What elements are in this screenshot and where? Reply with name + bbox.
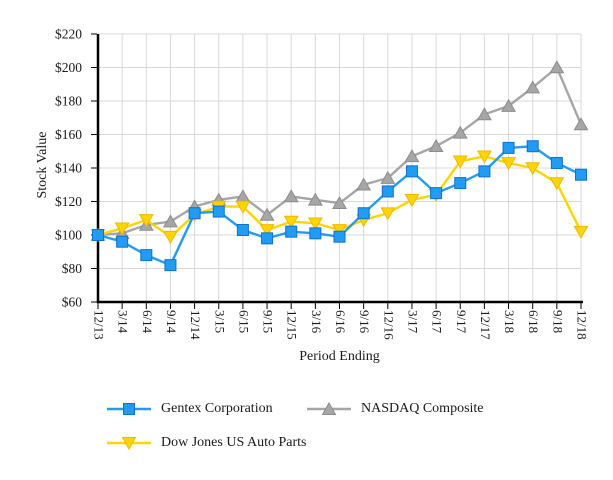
marker-gentex-corporation [381, 185, 394, 198]
marker-dow-jones-us-auto-parts [283, 215, 299, 229]
marker-nasdaq-composite [356, 177, 372, 191]
marker-gentex-corporation [285, 225, 298, 238]
marker-gentex-corporation [92, 229, 104, 241]
legend-item-gentex: Gentex Corporation [106, 400, 273, 418]
marker-nasdaq-composite [332, 195, 347, 209]
marker-gentex-corporation [405, 165, 418, 178]
x-tick-label: 3/16 [309, 310, 324, 334]
marker-gentex-corporation [575, 168, 587, 181]
marker-dow-jones-us-auto-parts [573, 225, 589, 239]
marker-nasdaq-composite [525, 80, 541, 94]
square-marker-icon [123, 403, 135, 415]
legend-item-dow-jones-auto-parts: Dow Jones US Auto Parts [106, 434, 306, 452]
x-tick-label: 9/14 [164, 310, 179, 334]
x-tick-label: 9/15 [261, 310, 276, 333]
legend-label-gentex: Gentex Corporation [161, 401, 273, 416]
y-axis-title: Stock Value [35, 131, 50, 199]
marker-nasdaq-composite [452, 125, 468, 139]
marker-dow-jones-us-auto-parts [332, 224, 347, 238]
x-tick-label: 6/14 [140, 310, 155, 334]
y-tick-label: $140 [55, 161, 82, 176]
legend-swatch-gentex-icon [107, 403, 151, 415]
marker-dow-jones-us-auto-parts [114, 222, 130, 236]
marker-nasdaq-composite [573, 117, 589, 131]
marker-nasdaq-composite [501, 98, 517, 112]
marker-gentex-corporation [526, 140, 539, 153]
marker-nasdaq-composite [307, 192, 323, 206]
x-tick-label: 12/18 [575, 310, 590, 340]
marker-nasdaq-composite [549, 60, 565, 74]
marker-gentex-corporation [478, 165, 491, 178]
y-tick-label: $160 [55, 127, 82, 142]
marker-dow-jones-us-auto-parts [138, 214, 154, 228]
marker-dow-jones-us-auto-parts [307, 217, 323, 231]
marker-nasdaq-composite [404, 149, 420, 163]
y-tick-label: $100 [55, 228, 82, 243]
y-tick-label: $120 [55, 194, 82, 209]
legend-swatch-dow-jones-icon [107, 437, 151, 451]
marker-gentex-corporation [164, 259, 177, 272]
y-tick-label: $80 [62, 261, 83, 276]
marker-gentex-corporation [116, 235, 129, 248]
marker-gentex-corporation [333, 230, 346, 243]
x-axis-title: Period Ending [299, 349, 380, 364]
x-tick-label: 12/14 [188, 310, 203, 340]
marker-nasdaq-composite [259, 207, 275, 221]
marker-dow-jones-us-auto-parts [259, 224, 275, 238]
marker-dow-jones-us-auto-parts [235, 200, 251, 214]
marker-gentex-corporation [502, 141, 515, 154]
y-tick-label: $180 [55, 94, 82, 109]
x-tick-label: 6/15 [236, 310, 251, 333]
y-tick-label: $60 [62, 295, 83, 310]
marker-dow-jones-us-auto-parts [380, 207, 396, 221]
legend-item-nasdaq: NASDAQ Composite [306, 400, 484, 418]
marker-dow-jones-us-auto-parts [501, 157, 517, 171]
marker-dow-jones-us-auto-parts [525, 162, 541, 176]
marker-gentex-corporation [261, 232, 274, 245]
y-tick-label: $220 [55, 27, 82, 42]
marker-gentex-corporation [357, 207, 370, 220]
triangle-up-marker-icon [321, 401, 337, 415]
marker-gentex-corporation [430, 187, 443, 200]
x-tick-label: 3/14 [116, 310, 131, 334]
x-tick-label: 12/16 [381, 310, 396, 340]
marker-gentex-corporation [236, 223, 249, 236]
legend-label-nasdaq: NASDAQ Composite [361, 401, 484, 416]
marker-gentex-corporation [140, 249, 153, 262]
x-tick-label: 9/17 [454, 310, 469, 334]
marker-dow-jones-us-auto-parts [452, 155, 468, 169]
marker-nasdaq-composite [428, 139, 444, 153]
marker-gentex-corporation [454, 177, 467, 190]
marker-gentex-corporation [309, 227, 322, 240]
marker-gentex-corporation [188, 207, 201, 220]
marker-dow-jones-us-auto-parts [162, 230, 178, 244]
x-tick-label: 6/18 [526, 310, 541, 333]
x-tick-label: 9/16 [357, 310, 372, 334]
x-tick-label: 9/18 [550, 310, 565, 333]
x-tick-label: 12/15 [285, 310, 300, 340]
triangle-down-marker-icon [121, 437, 137, 451]
marker-gentex-corporation [212, 205, 225, 218]
marker-dow-jones-us-auto-parts [549, 177, 565, 191]
legend-swatch-nasdaq-icon [307, 401, 351, 415]
marker-dow-jones-us-auto-parts [476, 150, 492, 164]
marker-dow-jones-us-auto-parts [404, 194, 420, 208]
legend-label-dow-jones: Dow Jones US Auto Parts [161, 435, 307, 450]
y-tick-label: $200 [55, 60, 82, 75]
x-tick-label: 6/17 [430, 310, 445, 334]
marker-nasdaq-composite [162, 214, 178, 228]
x-tick-label: 6/16 [333, 310, 348, 334]
marker-nasdaq-composite [476, 107, 492, 121]
x-tick-label: 12/13 [92, 310, 107, 340]
marker-gentex-corporation [550, 156, 563, 169]
x-tick-label: 3/17 [405, 310, 420, 334]
x-tick-label: 3/15 [212, 310, 227, 333]
marker-nasdaq-composite [380, 170, 396, 184]
x-tick-label: 3/18 [502, 310, 517, 333]
marker-nasdaq-composite [283, 189, 299, 203]
x-tick-label: 12/17 [478, 310, 493, 340]
